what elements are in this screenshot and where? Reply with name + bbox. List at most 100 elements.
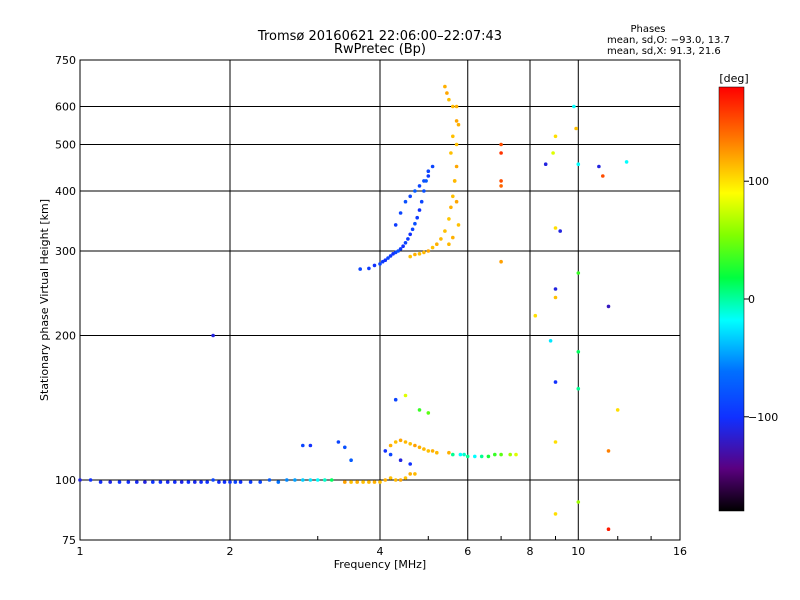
data-point (479, 454, 484, 459)
data-point (117, 480, 122, 484)
data-point (452, 179, 457, 183)
data-point (447, 242, 451, 246)
data-point (222, 480, 227, 484)
data-point (383, 478, 388, 482)
colorbar (718, 86, 745, 512)
data-point (408, 254, 413, 259)
data-point (417, 445, 422, 450)
data-point (543, 162, 548, 166)
data-point (447, 217, 451, 221)
data-point (308, 443, 313, 448)
data-point (408, 442, 413, 446)
grid-lines (80, 60, 680, 540)
data-point (443, 229, 447, 233)
data-point (403, 241, 408, 245)
data-point (285, 478, 289, 482)
data-points (78, 84, 629, 531)
y-tick-label: 600 (55, 101, 76, 114)
data-point (426, 169, 431, 173)
data-point (606, 449, 611, 453)
data-point (393, 397, 398, 402)
data-point (422, 189, 426, 193)
y-tick-label: 750 (55, 54, 76, 67)
data-point (378, 480, 382, 484)
data-point (435, 450, 439, 455)
x-tick-label: 16 (673, 545, 687, 558)
data-point (403, 199, 408, 204)
data-point (398, 438, 403, 443)
data-point (343, 480, 347, 484)
colorbar-tick-label: −100 (748, 411, 778, 424)
series-group (499, 104, 629, 531)
data-point (205, 480, 209, 484)
data-point (576, 500, 581, 504)
data-point (388, 443, 393, 448)
data-point (403, 476, 408, 480)
data-point (301, 443, 305, 448)
data-point (413, 221, 417, 226)
data-point (398, 211, 403, 215)
data-point (499, 179, 503, 183)
data-point (454, 119, 459, 123)
data-point (383, 258, 388, 263)
data-point (388, 254, 393, 258)
data-point (186, 480, 191, 484)
x-tick-label: 2 (227, 545, 234, 558)
data-point (323, 478, 327, 482)
data-point (378, 262, 382, 266)
data-point (576, 271, 581, 275)
data-point (454, 142, 459, 147)
x-tick-label: 6 (464, 545, 471, 558)
data-point (615, 408, 620, 412)
x-axis-label: Frequency [MHz] (334, 558, 426, 571)
data-point (135, 480, 139, 484)
data-point (388, 452, 393, 457)
series-group (358, 164, 435, 271)
series-group (211, 333, 518, 484)
x-tick-label: 1 (77, 545, 84, 558)
y-tick-label: 400 (55, 185, 76, 198)
data-point (451, 452, 455, 457)
data-point (386, 256, 390, 260)
data-point (606, 527, 611, 531)
data-point (301, 478, 305, 482)
data-point (449, 151, 453, 155)
data-point (451, 134, 455, 139)
data-point (576, 386, 581, 391)
data-point (406, 237, 410, 241)
data-point (465, 454, 470, 459)
data-point (315, 478, 320, 482)
x-tick-labels: 1 2 4 6 8 10 16 (77, 545, 688, 558)
data-point (380, 259, 385, 264)
data-point (217, 480, 221, 484)
data-point (426, 174, 431, 178)
data-point (126, 480, 131, 484)
data-point (553, 134, 558, 139)
data-point (514, 452, 518, 457)
data-point (499, 184, 503, 188)
data-point (454, 164, 459, 169)
chart-subtitle: RwPretec (Bp) (334, 42, 426, 57)
data-point (367, 480, 371, 484)
data-point (388, 476, 393, 480)
series-group (78, 478, 334, 484)
data-point (258, 480, 263, 484)
y-tick-label: 75 (62, 534, 76, 547)
data-point (415, 215, 420, 220)
y-tick-label: 100 (55, 474, 76, 487)
data-point (572, 104, 576, 109)
data-point (408, 472, 413, 476)
phase-stats-x: mean, sd,X: 91.3, 21.6 (607, 46, 721, 57)
data-point (553, 512, 558, 516)
data-point (473, 454, 477, 459)
data-point (606, 304, 611, 309)
data-point (398, 247, 403, 251)
data-point (349, 480, 353, 484)
data-point (308, 478, 313, 482)
data-point (143, 480, 147, 484)
data-point (451, 194, 455, 199)
data-point (574, 126, 578, 131)
data-point (451, 104, 455, 109)
data-point (179, 480, 184, 484)
